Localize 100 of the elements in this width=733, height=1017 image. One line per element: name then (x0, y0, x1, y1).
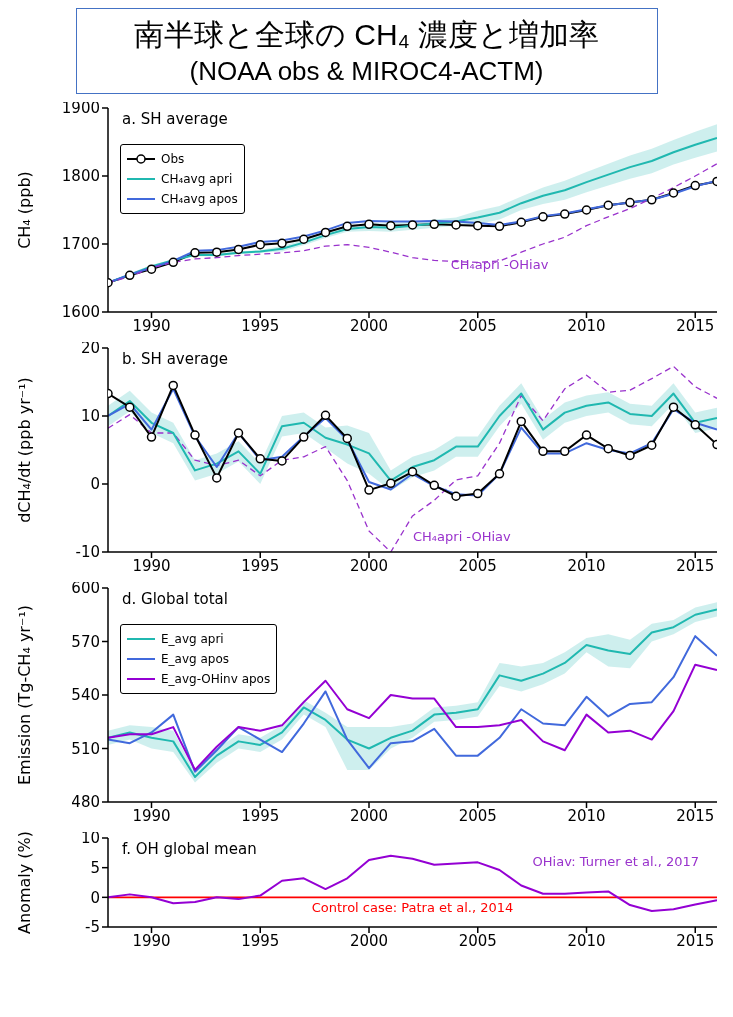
point (473, 220, 483, 231)
ref-line-label: Control case: Patra et al., 2014 (311, 900, 514, 916)
point (212, 247, 222, 257)
y-tick-label: 510 (71, 739, 100, 758)
point (429, 219, 439, 230)
point (125, 270, 135, 281)
point (320, 227, 331, 238)
x-tick-label: 1990 (132, 556, 171, 575)
chart-title: b. SH average (122, 350, 229, 368)
y-tick-label: 600 (71, 579, 100, 598)
annotation: OHiav: Turner et al., 2017 (532, 854, 699, 869)
x-tick-label: 2000 (349, 556, 389, 575)
point (212, 473, 222, 483)
x-tick-label: 2000 (349, 806, 389, 825)
x-tick-label: 2010 (567, 316, 606, 335)
point (190, 430, 200, 440)
x-tick-label: 1995 (241, 316, 280, 335)
chart-title: f. OH global mean (122, 840, 257, 858)
x-tick-label: 1990 (132, 931, 171, 950)
y-tick-label: 10 (80, 829, 100, 848)
y-tick-label: 5 (90, 858, 100, 877)
point (581, 205, 592, 215)
x-tick-label: 2005 (458, 556, 497, 575)
point (277, 456, 287, 466)
chart-title: d. Global total (122, 590, 228, 608)
y-axis-title: Anomaly (%) (14, 831, 34, 934)
point (386, 478, 396, 489)
point (603, 443, 613, 454)
y-tick-label: -10 (75, 543, 100, 562)
line-series (108, 635, 717, 773)
point (473, 488, 483, 499)
point (668, 188, 679, 198)
y-tick-label: 1900 (61, 99, 100, 118)
y-tick-label: 0 (90, 475, 100, 494)
y-tick-label: 480 (71, 793, 100, 812)
point (690, 180, 700, 191)
point (560, 209, 570, 219)
point (299, 234, 309, 244)
point (125, 402, 135, 412)
point (516, 217, 526, 227)
y-tick-label: 1700 (61, 235, 100, 254)
x-tick-label: 2015 (676, 931, 715, 950)
point (647, 195, 657, 205)
x-tick-label: 2000 (349, 931, 389, 950)
x-tick-label: 2005 (458, 316, 497, 335)
point (516, 416, 526, 427)
point (451, 491, 461, 501)
point (342, 433, 352, 444)
point (603, 200, 613, 210)
y-tick-label: 540 (71, 686, 100, 705)
chart-subtitle: (NOAA obs & MIROC4-ACTM) (188, 56, 545, 87)
x-tick-label: 2005 (458, 806, 497, 825)
point (277, 238, 287, 249)
point (320, 410, 331, 421)
point (364, 219, 374, 230)
annotation: CH₄apri -OHiav (413, 529, 511, 544)
point (364, 485, 374, 495)
x-tick-label: 1990 (132, 806, 171, 825)
y-tick-label: 0 (90, 888, 100, 907)
point (647, 440, 657, 450)
point (233, 428, 244, 438)
x-tick-label: 2015 (676, 556, 715, 575)
x-tick-label: 2010 (567, 931, 606, 950)
point (255, 239, 265, 250)
y-tick-label: 20 (80, 339, 100, 358)
annotation: CH₄apri -OHiav (450, 257, 549, 273)
point (451, 220, 461, 230)
point (168, 380, 178, 391)
y-axis-title: Emission (Tg-CH₄ yr⁻¹) (14, 604, 34, 786)
legend-label: CH₄avg apri (161, 171, 233, 188)
y-axis-title: CH₄ (ppb) (14, 171, 34, 249)
x-tick-label: 2010 (567, 806, 606, 825)
point (190, 248, 200, 258)
y-tick-label: -5 (85, 918, 100, 937)
y-tick-label: 570 (71, 632, 100, 651)
point (494, 469, 505, 479)
point (494, 221, 505, 232)
point (625, 197, 635, 208)
point (299, 432, 309, 442)
point (581, 430, 592, 440)
point (255, 454, 265, 464)
point (146, 264, 157, 274)
y-tick-label: 1600 (61, 303, 100, 322)
point (668, 402, 679, 412)
legend-label: Obs (161, 151, 185, 168)
point (625, 450, 635, 461)
y-tick-label: 10 (80, 407, 100, 426)
x-tick-label: 2015 (676, 806, 715, 825)
x-tick-label: 1990 (132, 316, 171, 335)
x-tick-label: 2015 (676, 316, 715, 335)
point (168, 257, 178, 268)
point (146, 432, 157, 442)
point (429, 480, 439, 491)
x-tick-label: 1995 (241, 556, 280, 575)
point (690, 420, 700, 430)
point (407, 467, 418, 477)
legend-label: CH₄avg apos (161, 191, 238, 208)
point (407, 220, 418, 230)
legend-label: E_avg-OHinv apos (161, 671, 271, 688)
point (538, 212, 548, 222)
